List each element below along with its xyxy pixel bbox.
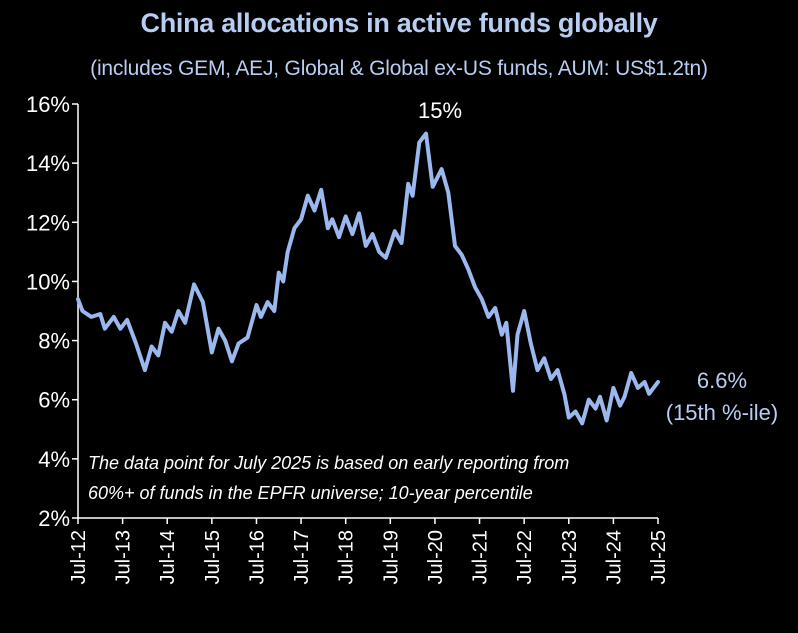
- y-tick-label: 2%: [38, 506, 70, 531]
- x-tick-label: Jul-18: [336, 530, 358, 584]
- x-tick-label: Jul-23: [559, 530, 581, 584]
- y-tick-label: 16%: [26, 92, 70, 117]
- x-tick-label: Jul-12: [68, 530, 90, 584]
- x-tick-label: Jul-20: [425, 530, 447, 584]
- x-tick-label: Jul-25: [648, 530, 670, 584]
- x-tick-label: Jul-19: [380, 530, 402, 584]
- x-tick-label: Jul-15: [202, 530, 224, 584]
- x-tick-label: Jul-17: [291, 530, 313, 584]
- footnote-line-2: 60%+ of funds in the EPFR universe; 10-y…: [88, 483, 533, 503]
- last-percentile-label: (15th %-ile): [666, 400, 778, 425]
- x-tick-label: Jul-21: [470, 530, 492, 584]
- y-tick-label: 12%: [26, 210, 70, 235]
- chart-title: China allocations in active funds global…: [140, 8, 658, 38]
- y-tick-label: 4%: [38, 447, 70, 472]
- x-tick-label: Jul-13: [113, 530, 135, 584]
- x-tick-label: Jul-16: [246, 530, 268, 584]
- y-tick-label: 14%: [26, 151, 70, 176]
- footnote-line-1: The data point for July 2025 is based on…: [88, 453, 569, 473]
- y-tick-label: 10%: [26, 269, 70, 294]
- last-value-label: 6.6%: [697, 368, 747, 393]
- x-tick-label: Jul-14: [157, 530, 179, 584]
- x-tick-label: Jul-24: [603, 530, 625, 584]
- y-tick-label: 6%: [38, 388, 70, 413]
- y-tick-label: 8%: [38, 329, 70, 354]
- peak-label: 15%: [418, 98, 462, 123]
- x-tick-label: Jul-22: [514, 530, 536, 584]
- chart-subtitle: (includes GEM, AEJ, Global & Global ex-U…: [90, 57, 708, 80]
- series-line: [76, 131, 660, 426]
